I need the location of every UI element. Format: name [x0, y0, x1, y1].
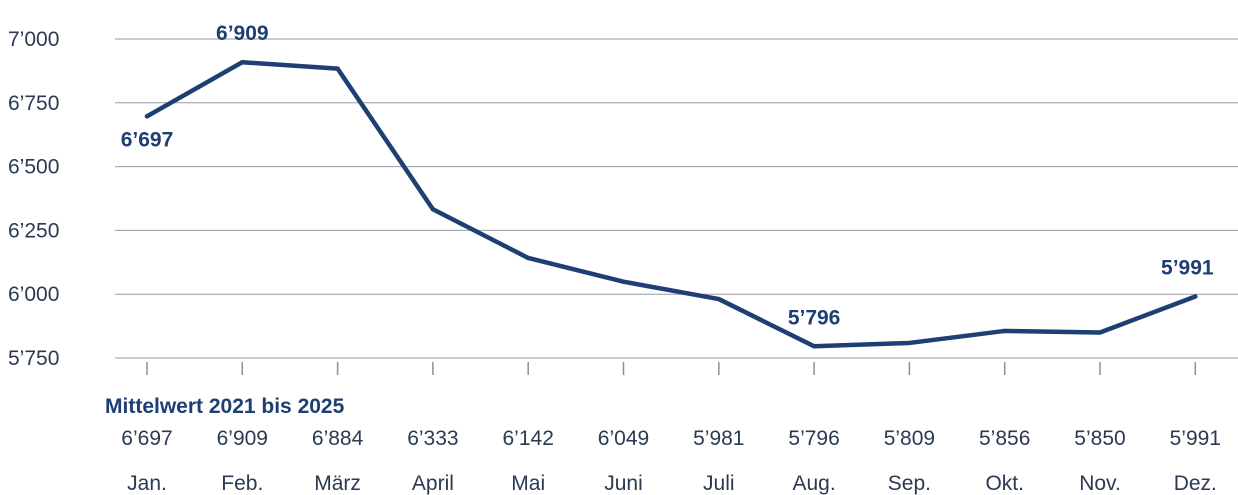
table-value: 5’796	[788, 427, 839, 450]
value-table: 6’697 6’909 6’884 6’333 6’142 6’049 5’981 5’796…	[121, 427, 1221, 450]
table-value: 5’850	[1074, 427, 1125, 450]
table-value: 5’981	[693, 427, 744, 450]
data-point	[144, 114, 150, 119]
data-label: 6’697	[121, 128, 174, 151]
series-line-layer	[144, 59, 1198, 349]
gridlines	[115, 38, 1238, 359]
y-axis-tick-labels: 5’750 6’000 6’250 6’500 6’750 7’000	[8, 28, 59, 370]
x-tick-label: Aug.	[792, 472, 835, 495]
x-tick-label: Juni	[604, 472, 643, 495]
y-tick-label: 5’750	[8, 347, 59, 370]
y-tick-label: 7’000	[8, 28, 59, 51]
x-tick-label: Mai	[511, 472, 545, 495]
y-tick-label: 6’000	[8, 283, 59, 306]
x-tick-label: Juli	[703, 472, 735, 495]
y-tick-label: 6’500	[8, 156, 59, 179]
x-tick-label: Nov.	[1079, 472, 1121, 495]
x-axis-month-labels: Jan. Feb. März April Mai Juni Juli Aug. Sep. Okt.…	[127, 472, 1217, 495]
x-tick-label: Dez.	[1174, 472, 1217, 495]
data-point	[1097, 330, 1103, 335]
data-point	[335, 66, 340, 71]
x-tick-label: Sep.	[888, 472, 931, 495]
data-label: 5’796	[788, 306, 841, 329]
table-value: 5’809	[884, 427, 935, 450]
data-point	[1002, 328, 1007, 334]
series-line	[144, 59, 1198, 349]
data-point	[716, 296, 721, 302]
data-label: 5’991	[1161, 256, 1214, 279]
data-point	[430, 207, 436, 212]
data-point	[526, 255, 531, 261]
data-point	[907, 340, 912, 346]
table-value: 6’333	[407, 427, 458, 450]
data-label: 6’909	[216, 22, 269, 45]
data-point	[621, 279, 626, 284]
x-tick-label: Okt.	[985, 472, 1024, 495]
y-tick-label: 6’750	[8, 92, 59, 115]
table-value: 5’856	[979, 427, 1030, 450]
x-axis-ticks	[146, 362, 1197, 375]
data-point	[811, 344, 817, 349]
data-labels: 6’697 6’909 5’796 5’991	[121, 22, 1214, 329]
x-tick-label: Jan.	[127, 472, 167, 495]
y-tick-label: 6’250	[8, 219, 59, 242]
table-value: 6’909	[217, 427, 268, 450]
table-value: 6’884	[312, 427, 364, 450]
data-point	[240, 60, 245, 65]
x-tick-label: Feb.	[221, 472, 263, 495]
data-point	[1193, 294, 1198, 299]
x-tick-label: April	[412, 472, 454, 495]
table-value: 6’142	[503, 427, 554, 450]
table-header: Mittelwert 2021 bis 2025	[105, 395, 345, 418]
table-value: 6’697	[121, 427, 172, 450]
x-tick-label: März	[314, 472, 361, 495]
table-value: 5’991	[1170, 427, 1221, 450]
table-value: 6’049	[598, 427, 649, 450]
